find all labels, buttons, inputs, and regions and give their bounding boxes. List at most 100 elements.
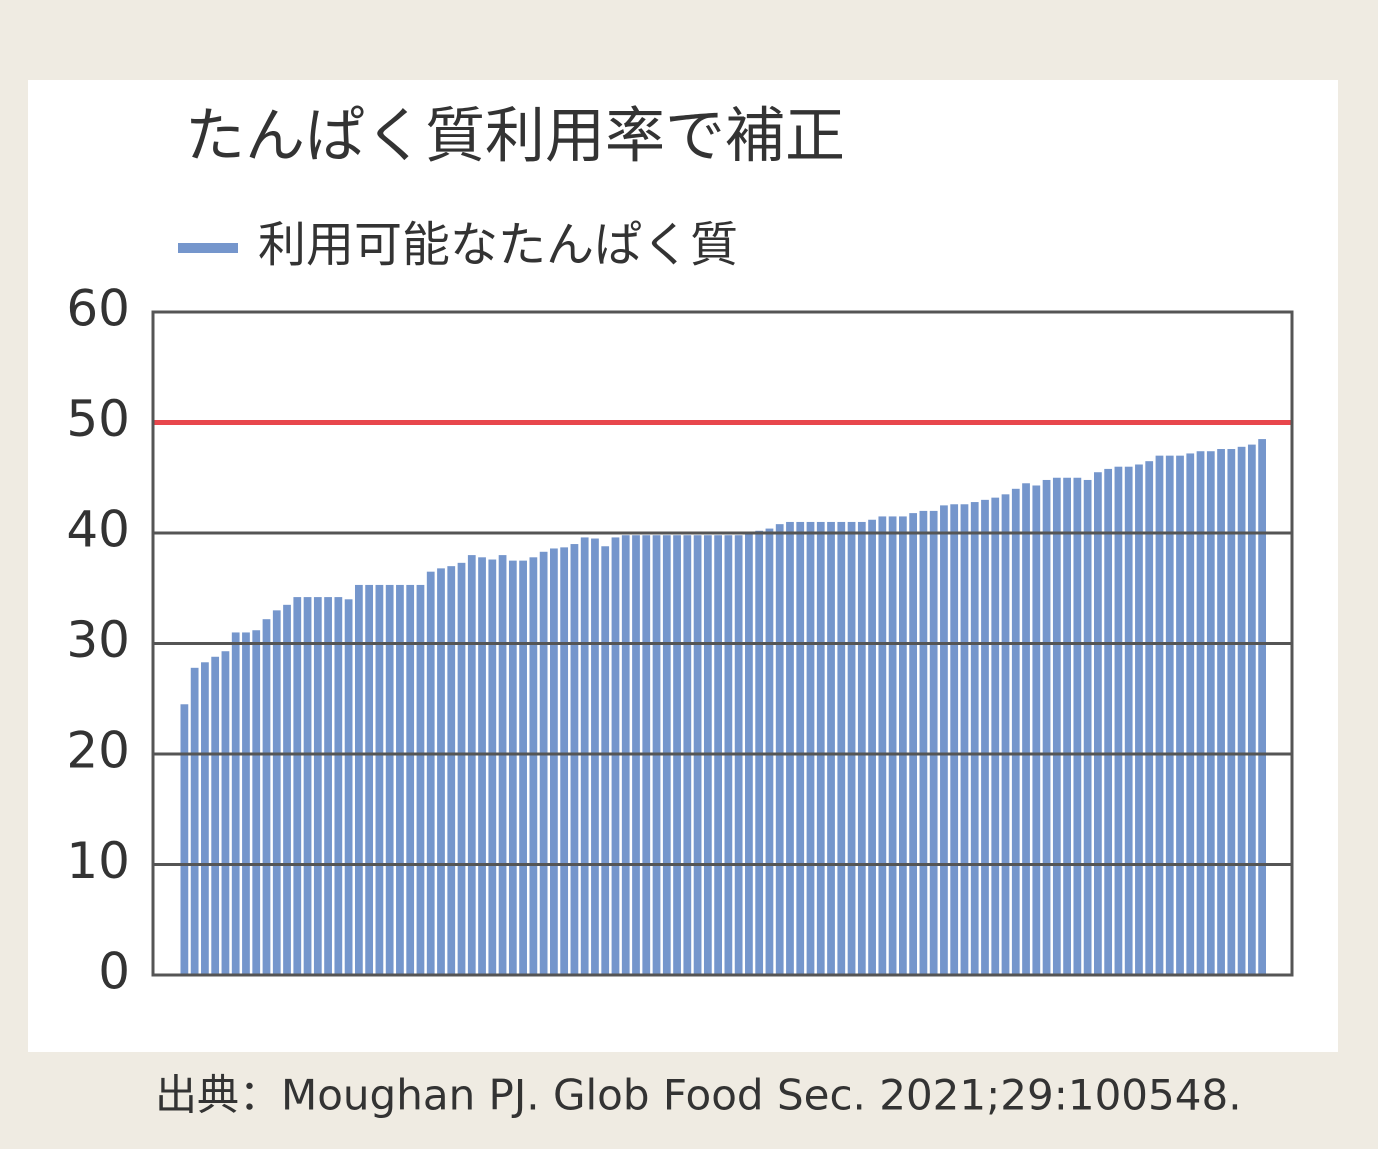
bar — [909, 513, 918, 975]
bar — [190, 667, 199, 975]
bar — [416, 584, 425, 975]
bar — [478, 557, 486, 975]
bar — [1155, 455, 1164, 975]
bar — [1114, 466, 1123, 975]
bar — [508, 560, 517, 975]
bar — [919, 510, 928, 975]
source-note: 出典：Moughan PJ. Glob Food Sec. 2021;29:10… — [155, 1071, 1242, 1120]
bar — [426, 571, 435, 975]
bar — [498, 555, 507, 975]
y-tick-label: 30 — [66, 611, 130, 669]
bar — [601, 546, 610, 975]
bar — [406, 584, 415, 975]
bar — [765, 528, 774, 975]
bar — [529, 557, 538, 975]
bar — [796, 521, 805, 975]
bar — [847, 521, 856, 975]
bar — [457, 562, 466, 975]
bar — [385, 584, 394, 975]
bar — [806, 521, 815, 975]
bar — [293, 597, 302, 975]
bar — [1217, 449, 1225, 975]
bar — [550, 548, 558, 975]
bar — [334, 597, 343, 975]
bar — [437, 568, 445, 975]
y-tick-label: 60 — [66, 280, 130, 338]
bar — [929, 510, 938, 975]
bar — [991, 497, 1000, 975]
bar — [467, 555, 476, 975]
bar — [981, 499, 989, 975]
bar — [313, 597, 322, 975]
bar — [252, 630, 261, 975]
bar — [611, 537, 620, 975]
bar — [1227, 449, 1236, 975]
bar — [878, 516, 887, 975]
bar — [786, 521, 794, 975]
bar — [519, 560, 527, 975]
bar — [231, 632, 240, 975]
y-tick-label: 0 — [98, 943, 130, 1001]
y-tick-label: 50 — [66, 390, 130, 448]
bar — [262, 619, 271, 975]
bar — [1176, 455, 1184, 975]
bar — [950, 504, 959, 975]
bar — [1052, 477, 1061, 975]
bar — [775, 524, 784, 975]
bar — [1073, 477, 1082, 975]
bar — [396, 584, 404, 975]
y-tick-label: 10 — [66, 832, 130, 890]
bar — [580, 537, 589, 975]
bar — [570, 544, 579, 975]
bar — [827, 521, 835, 975]
bar — [324, 597, 332, 975]
bar — [837, 521, 846, 975]
bar — [201, 662, 209, 975]
bar — [1135, 464, 1143, 975]
bar — [365, 584, 374, 975]
chart-title: たんぱく質利用率で補正 — [185, 102, 845, 172]
bar — [221, 651, 230, 975]
bar — [1196, 451, 1205, 976]
bar — [447, 566, 456, 975]
bar — [1145, 461, 1154, 975]
bar — [1186, 453, 1195, 975]
bar — [283, 604, 291, 975]
bar — [488, 559, 497, 975]
bar — [211, 656, 220, 975]
bar — [1001, 494, 1010, 975]
bar — [857, 521, 866, 975]
bar — [940, 505, 948, 975]
bar — [960, 504, 969, 975]
y-tick-label: 20 — [66, 722, 130, 780]
bar — [888, 516, 897, 975]
bar — [816, 521, 825, 975]
bar — [303, 597, 312, 975]
bar — [1063, 477, 1071, 975]
bar — [1206, 451, 1215, 976]
bar — [1165, 455, 1174, 975]
bar — [344, 599, 353, 975]
bar — [970, 502, 979, 975]
bar — [868, 519, 876, 975]
legend-label: 利用可能なたんぱく質 — [258, 217, 738, 273]
bar — [242, 632, 250, 975]
y-tick-label: 40 — [66, 501, 130, 559]
bar — [1022, 483, 1030, 975]
bar — [354, 584, 363, 975]
bar — [180, 704, 189, 975]
bar — [539, 551, 548, 975]
bar — [560, 547, 569, 975]
bar — [1258, 439, 1266, 975]
bar — [1032, 485, 1041, 975]
bar — [375, 584, 384, 975]
bar — [1011, 488, 1020, 975]
bar — [272, 610, 281, 975]
bar — [898, 516, 907, 975]
bar — [591, 538, 599, 975]
bar — [1237, 446, 1246, 975]
bar — [1104, 468, 1113, 975]
bar — [1094, 472, 1102, 975]
